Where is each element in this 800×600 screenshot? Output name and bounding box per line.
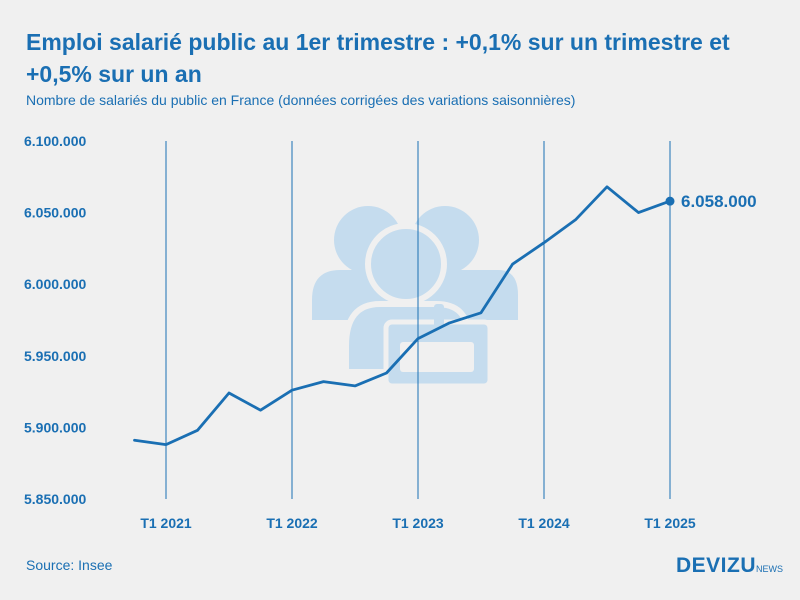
y-tick-label: 6.100.000	[24, 133, 86, 149]
brand-name: DEVIZU	[676, 554, 757, 577]
chart-subtitle: Nombre de salariés du public en France (…	[26, 92, 576, 108]
x-tick-label: T1 2021	[140, 515, 192, 531]
y-tick-label: 5.900.000	[24, 419, 86, 435]
x-tick-label: T1 2025	[644, 515, 696, 531]
last-value-label: 6.058.000	[681, 192, 757, 211]
y-tick-label: 6.000.000	[24, 276, 86, 292]
y-tick-label: 5.850.000	[24, 491, 86, 507]
brand-logo: DEVIZUNEWS	[676, 554, 783, 578]
source-note: Source: Insee	[26, 557, 113, 573]
last-point-marker	[665, 196, 675, 206]
x-tick-label: T1 2023	[392, 515, 444, 531]
x-tick-label: T1 2022	[266, 515, 318, 531]
y-tick-label: 5.950.000	[24, 348, 86, 364]
series-line	[133, 185, 672, 446]
chart-title: Emploi salarié public au 1er trimestre :…	[26, 29, 730, 87]
y-tick-label: 6.050.000	[24, 205, 86, 221]
x-tick-label: T1 2024	[518, 515, 570, 531]
brand-suffix: NEWS	[756, 564, 784, 574]
people-watermark-icon	[312, 206, 518, 389]
